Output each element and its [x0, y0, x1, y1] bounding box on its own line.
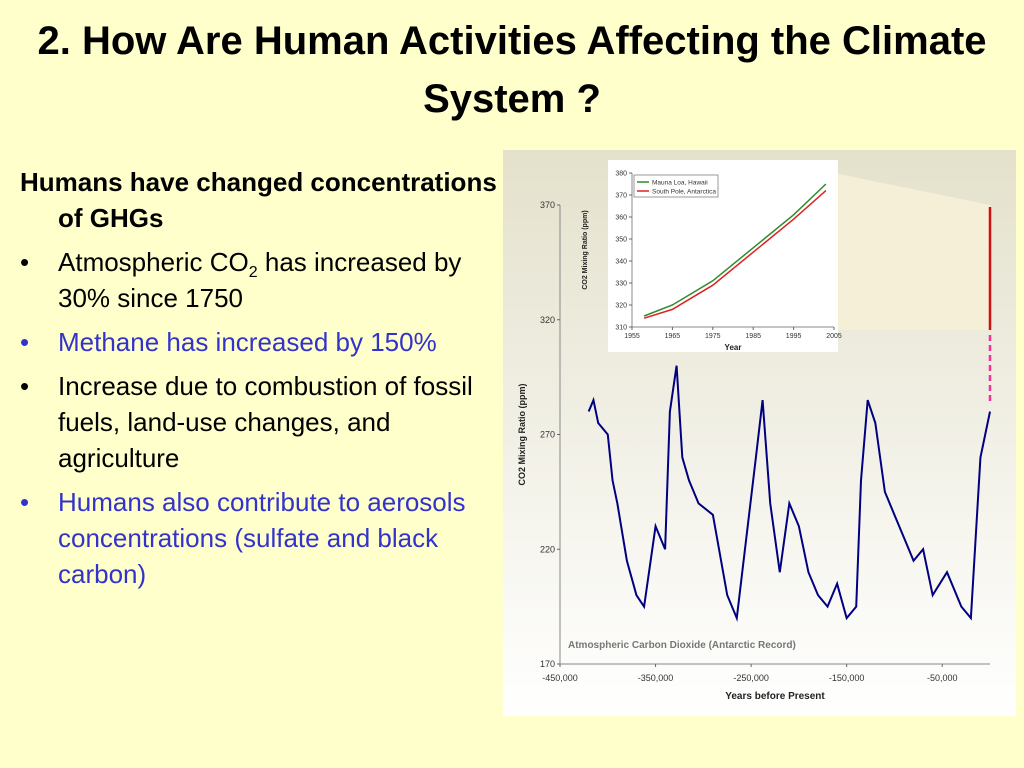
data-line — [643, 183, 827, 317]
y-tick-label: 310 — [615, 324, 627, 331]
bullet-dot: • — [20, 327, 30, 357]
bullet-item: • Methane has increased by 150% — [20, 324, 505, 360]
bullet-item: • Increase due to combustion of fossil fu… — [20, 368, 505, 476]
x-tick-label: 1985 — [745, 333, 761, 340]
x-tick-label: 1965 — [665, 333, 681, 340]
x-tick-label: 1975 — [705, 333, 721, 340]
annotation: Atmospheric Carbon Dioxide (Antarctic Re… — [568, 640, 796, 651]
x-tick-label: -450,000 — [542, 673, 578, 683]
x-tick-label: -50,000 — [927, 673, 958, 683]
bullet-dot: • — [20, 371, 30, 401]
y-tick-label: 380 — [615, 170, 627, 177]
x-tick-label: -250,000 — [733, 673, 769, 683]
bullet-text: Increase due to combustion of fossil fue… — [58, 371, 473, 473]
y-tick-label: 340 — [615, 258, 627, 265]
y-tick-label: 170 — [540, 659, 555, 669]
data-line — [643, 190, 827, 319]
bullet-item: • Atmospheric CO2 has increased by 30% si… — [20, 244, 505, 316]
y-tick-label: 370 — [540, 200, 555, 210]
figure: 170 220 270 320 370 -450,000 -350,000 -250,000 -… — [503, 150, 1016, 716]
heading: Humans have changed concentrations of GH… — [20, 167, 497, 233]
bullet-text: Humans also contribute to aerosols conce… — [58, 487, 466, 589]
y-axis-label: CO2 Mixing Ratio (ppm) — [517, 384, 527, 486]
bullet-dot: • — [20, 487, 30, 517]
legend-label: South Pole, Antarctica — [652, 189, 716, 196]
y-tick-label: 370 — [615, 192, 627, 199]
y-tick-label: 350 — [615, 236, 627, 243]
legend-label: Mauna Loa, Hawaii — [652, 180, 708, 187]
bullet-text: Atmospheric CO — [58, 247, 249, 277]
y-tick-label: 320 — [615, 302, 627, 309]
x-axis-label: Year — [725, 343, 742, 352]
subscript: 2 — [248, 264, 258, 282]
bullet-text: Methane has increased by 150% — [58, 327, 437, 357]
bullet-item: • Humans also contribute to aerosols conc… — [20, 484, 505, 592]
x-tick-label: -350,000 — [638, 673, 674, 683]
x-tick-label: -150,000 — [829, 673, 865, 683]
bullet-list: Humans have changed concentrations of GH… — [20, 164, 505, 600]
y-tick-label: 270 — [540, 430, 555, 440]
data-line — [587, 365, 991, 623]
zoom-wedge — [834, 173, 990, 330]
y-tick-label: 220 — [540, 544, 555, 554]
x-tick-label: 1995 — [786, 333, 802, 340]
bullet-text: has increased by 30% since 1750 — [58, 247, 462, 313]
y-tick-label: 360 — [615, 214, 627, 221]
bullet-dot: • — [20, 247, 30, 277]
legend-box — [633, 174, 719, 198]
x-tick-label: 1955 — [624, 333, 640, 340]
y-tick-label: 320 — [540, 315, 555, 325]
x-tick-label: 2005 — [826, 333, 842, 340]
y-axis-label: CO2 Mixing Ratio (ppm) — [582, 210, 589, 289]
slide-title: 2. How Are Human Activities Affecting th… — [37, 19, 987, 121]
x-axis-label: Years before Present — [725, 691, 825, 702]
y-tick-label: 330 — [615, 280, 627, 287]
